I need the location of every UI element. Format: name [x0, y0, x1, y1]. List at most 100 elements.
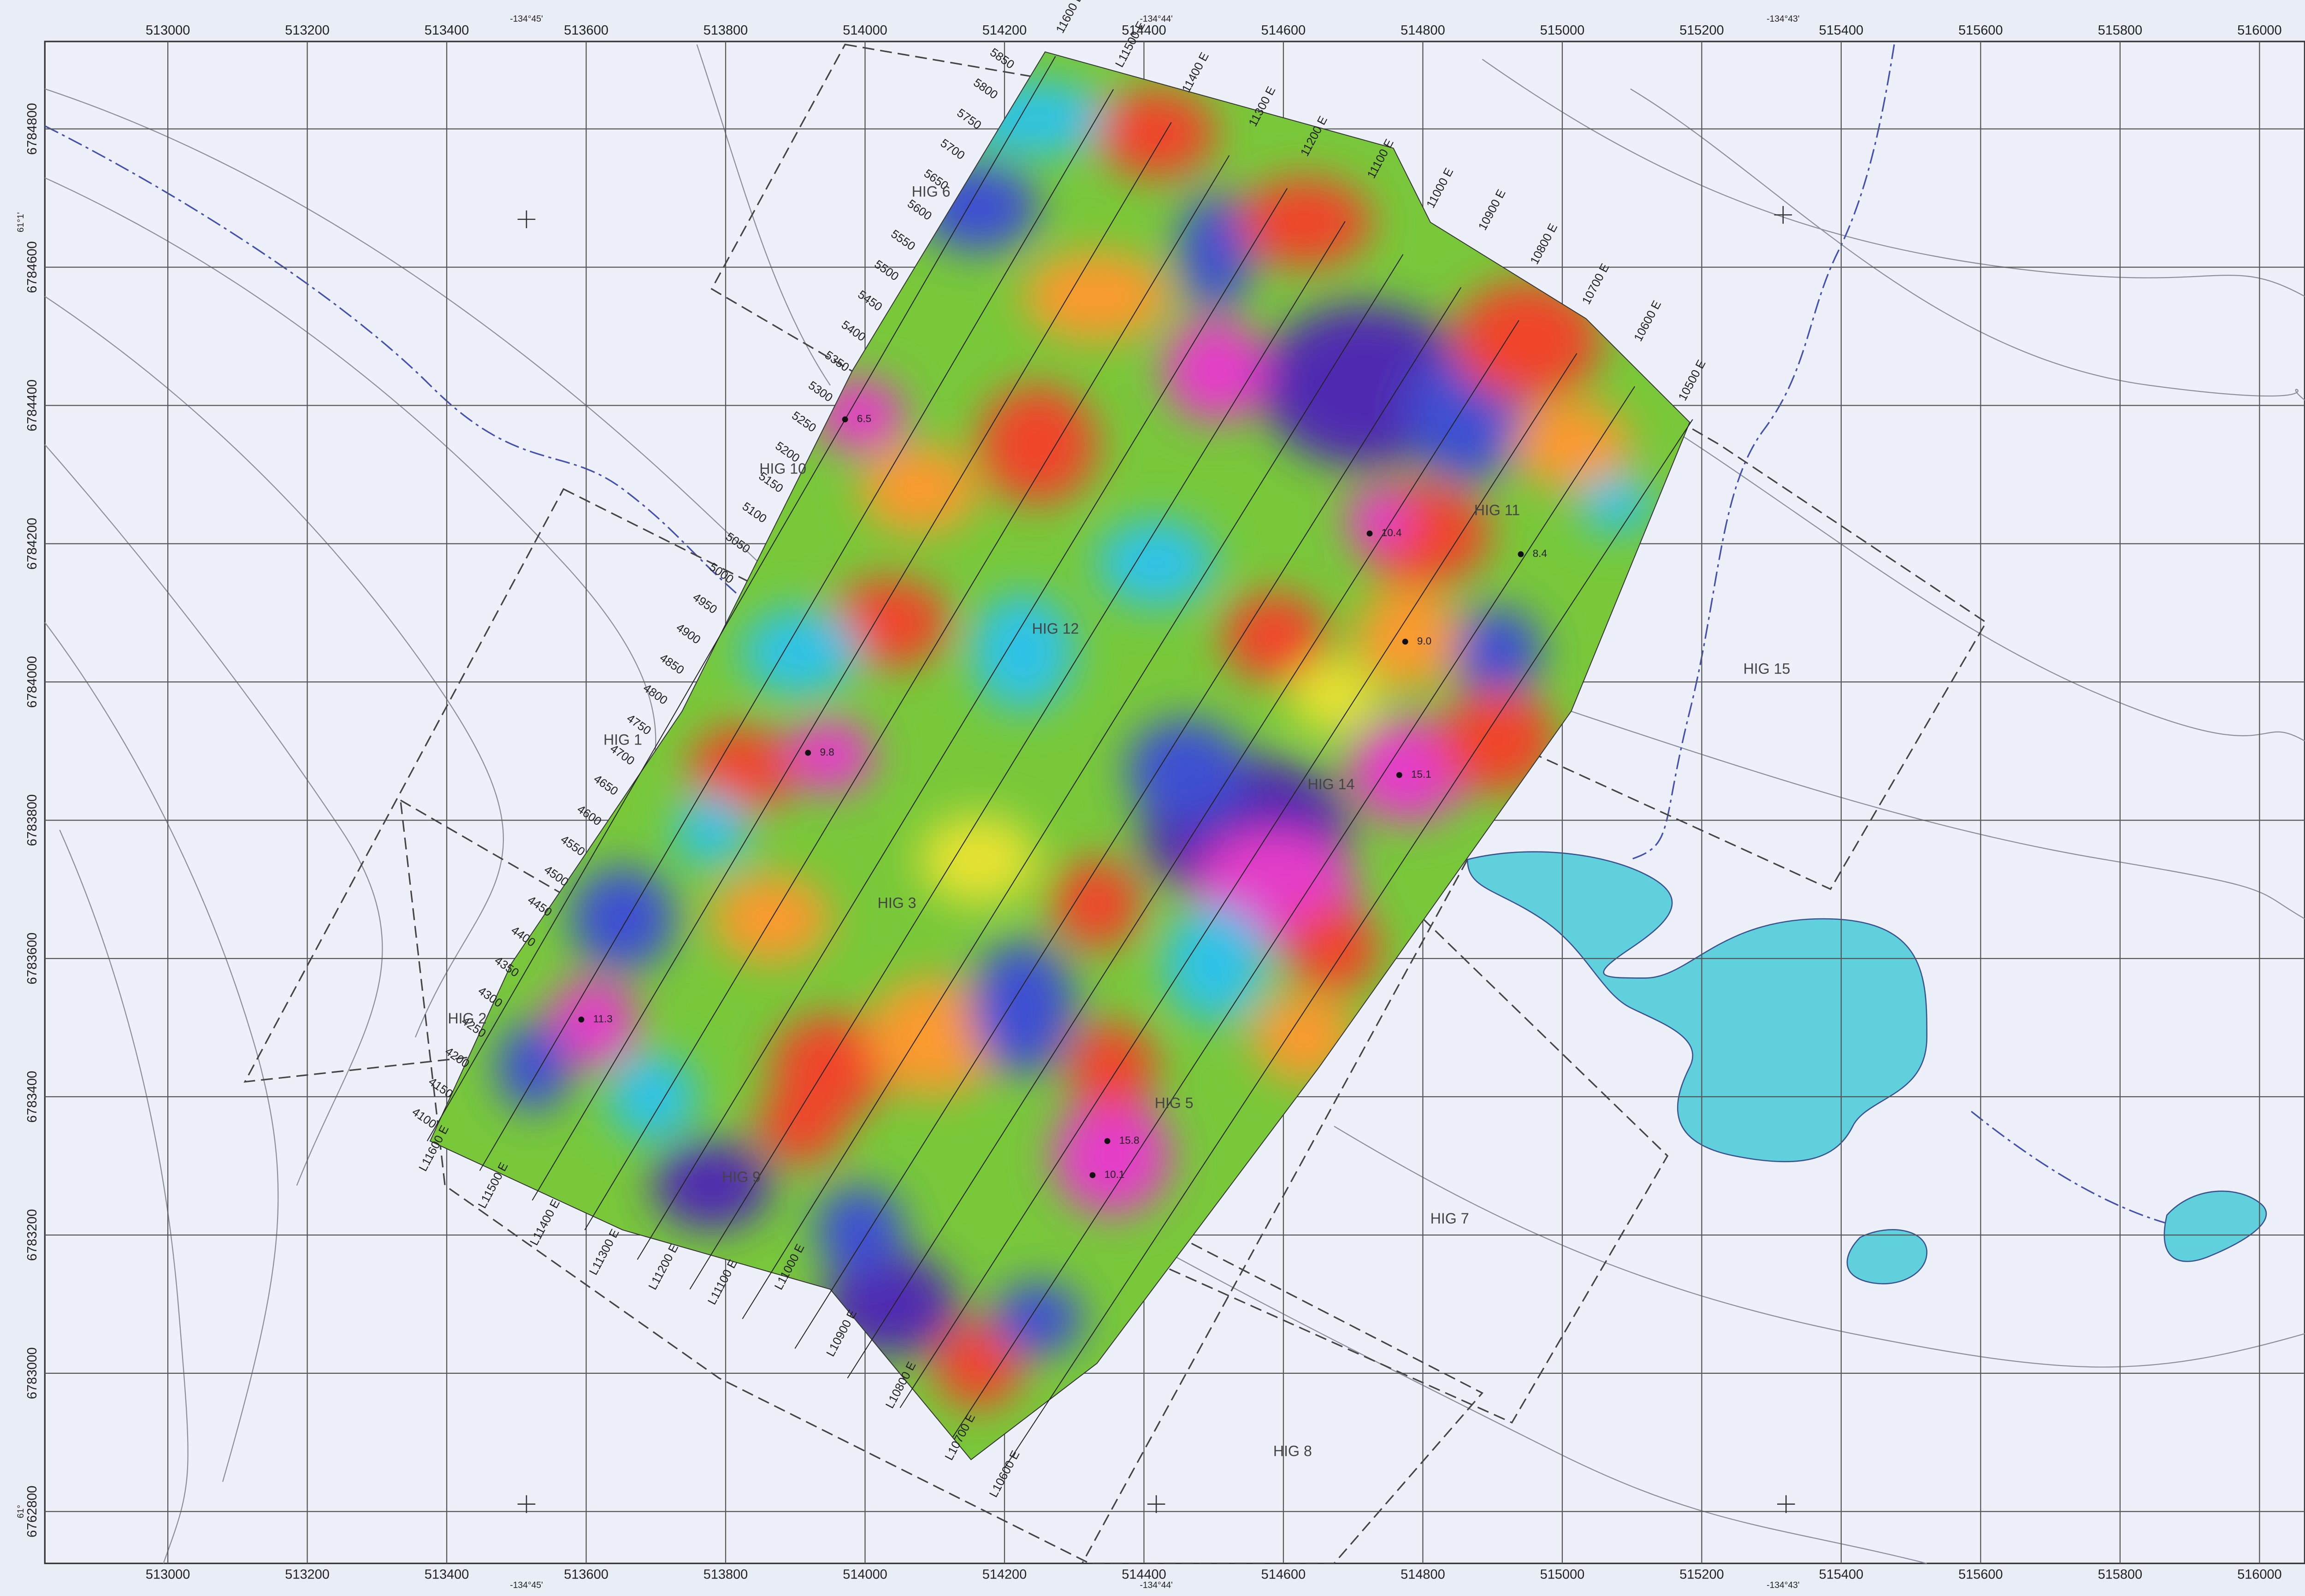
anomaly-zone [867, 978, 1001, 1097]
longitude-label: -134°45' [510, 1581, 543, 1590]
claim-label: HIG 10 [759, 460, 806, 477]
anomaly-zone [971, 941, 1075, 1075]
anomaly-zone [1022, 252, 1171, 341]
easting-label: 514800 [1401, 23, 1445, 38]
cross-mark [517, 210, 536, 229]
easting-label: 515200 [1679, 1567, 1724, 1582]
anomaly-zone [1453, 607, 1542, 697]
reading-label: 15.1 [1411, 768, 1431, 780]
sample-point [1518, 551, 1524, 557]
easting-label: 516000 [2237, 23, 2282, 38]
anomaly-zone [496, 1022, 571, 1111]
sample-point [1402, 638, 1408, 645]
easting-label: 513400 [425, 23, 469, 38]
sample-point [1089, 1172, 1096, 1178]
anomaly-zone [815, 1185, 904, 1275]
northing-label: 6784000 [25, 656, 40, 708]
easting-label: 515400 [1819, 23, 1864, 38]
anomaly-zone [1097, 519, 1216, 608]
anomaly-zone [674, 792, 749, 867]
anomaly-zone [919, 815, 1038, 904]
reading-label: 9.8 [820, 746, 834, 758]
easting-label: 515200 [1679, 23, 1724, 38]
anomaly-zone [689, 726, 793, 815]
anomaly-zone [652, 1141, 771, 1230]
easting-label: 513600 [564, 1567, 609, 1582]
northing-label: 6783600 [25, 933, 40, 985]
claim-label: HIG 2 [448, 1010, 486, 1027]
easting-label: 514200 [982, 1567, 1027, 1582]
cross-mark [1774, 206, 1792, 224]
longitude-label: -134°45' [510, 14, 543, 24]
easting-label: 513600 [564, 23, 609, 38]
easting-label: 515600 [1958, 1567, 2003, 1582]
sample-point [1396, 772, 1402, 778]
anomaly-zone [1453, 281, 1601, 400]
sample-point [1104, 1138, 1111, 1144]
easting-label: 516000 [2237, 1567, 2282, 1582]
claim-label: HIG 9 [722, 1169, 761, 1185]
survey-line [532, 122, 1172, 1201]
easting-label: 515400 [1819, 1567, 1864, 1582]
easting-label: 513200 [285, 1567, 330, 1582]
northing-label: 6784600 [25, 241, 40, 293]
lakes [1466, 851, 2267, 1284]
claim-label: HIG 12 [1032, 621, 1079, 637]
cross-mark [1147, 1495, 1165, 1513]
anomaly-zone [571, 867, 675, 971]
easting-label: 515800 [2098, 23, 2143, 38]
survey-outline [429, 51, 1690, 1460]
reading-label: 11.3 [593, 1013, 613, 1025]
anomaly-zone [756, 1089, 845, 1164]
easting-label: 513800 [703, 1567, 748, 1582]
survey-line [952, 386, 1635, 1438]
anomaly-zone [978, 385, 1097, 504]
reading-label: 8.4 [1533, 548, 1547, 559]
anomaly-zone [786, 719, 875, 793]
survey-line [637, 188, 1288, 1260]
survey-line [1005, 419, 1693, 1467]
easting-label: 513200 [285, 23, 330, 38]
survey-line [584, 155, 1230, 1230]
contours [44, 44, 2305, 1564]
northing-label: 6784200 [25, 518, 40, 570]
easting-label: 514600 [1261, 1567, 1306, 1582]
longitude-label: -134°43' [1767, 14, 1799, 24]
easting-label: 514400 [1122, 1567, 1166, 1582]
claim-label: HIG 5 [1155, 1094, 1194, 1111]
easting-label: 514800 [1401, 1567, 1445, 1582]
anomaly-zone [1178, 192, 1253, 312]
anomaly-zone [1578, 474, 1653, 534]
anomaly-zone [741, 607, 860, 697]
claim-label: HIG 6 [912, 183, 951, 200]
anomaly-zone [1052, 1096, 1171, 1215]
easting-label: 513400 [425, 1567, 469, 1582]
anomaly-zone [1289, 659, 1379, 734]
survey-line [899, 353, 1578, 1408]
anomaly-zone [1052, 859, 1141, 949]
cross-mark [517, 1495, 536, 1513]
northing-label: 6784800 [25, 103, 40, 155]
claim-label: HIG 8 [1273, 1443, 1312, 1460]
easting-label: 514000 [843, 1567, 887, 1582]
claim-label: HIG 1 [603, 732, 642, 748]
reading-label: 6.5 [857, 413, 871, 425]
sample-point [578, 1017, 585, 1023]
longitude-label: -134°43' [1767, 1581, 1799, 1590]
survey-lines [426, 56, 1693, 1467]
easting-label: 513000 [146, 23, 190, 38]
anomaly-zone [1237, 177, 1371, 267]
easting-label: 514000 [843, 23, 887, 38]
easting-label: 515000 [1540, 23, 1585, 38]
easting-label: 515800 [2098, 1567, 2143, 1582]
claim-label: HIG 11 [1474, 502, 1520, 518]
northing-label: 6783200 [25, 1209, 40, 1261]
anomaly-zone [860, 444, 979, 534]
longitude-label: -134°44' [1140, 1581, 1172, 1590]
easting-label: 513000 [146, 1567, 190, 1582]
easting-label: 514600 [1261, 23, 1306, 38]
survey-line [479, 89, 1114, 1171]
anomaly-zone [1164, 904, 1268, 1023]
anomaly-zone [1289, 904, 1379, 993]
northing-label: 6784400 [25, 379, 40, 432]
